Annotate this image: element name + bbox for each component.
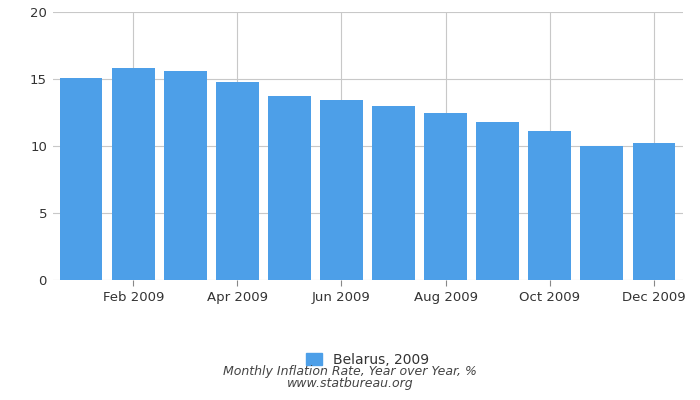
Bar — [528, 131, 571, 280]
Bar — [268, 96, 311, 280]
Bar — [424, 112, 467, 280]
Bar — [164, 71, 206, 280]
Bar — [580, 146, 623, 280]
Bar — [112, 68, 155, 280]
Text: Monthly Inflation Rate, Year over Year, %: Monthly Inflation Rate, Year over Year, … — [223, 366, 477, 378]
Bar — [633, 143, 676, 280]
Bar — [216, 82, 259, 280]
Legend: Belarus, 2009: Belarus, 2009 — [299, 346, 436, 374]
Bar — [60, 78, 102, 280]
Bar — [372, 106, 415, 280]
Text: www.statbureau.org: www.statbureau.org — [287, 378, 413, 390]
Bar — [476, 122, 519, 280]
Bar — [320, 100, 363, 280]
